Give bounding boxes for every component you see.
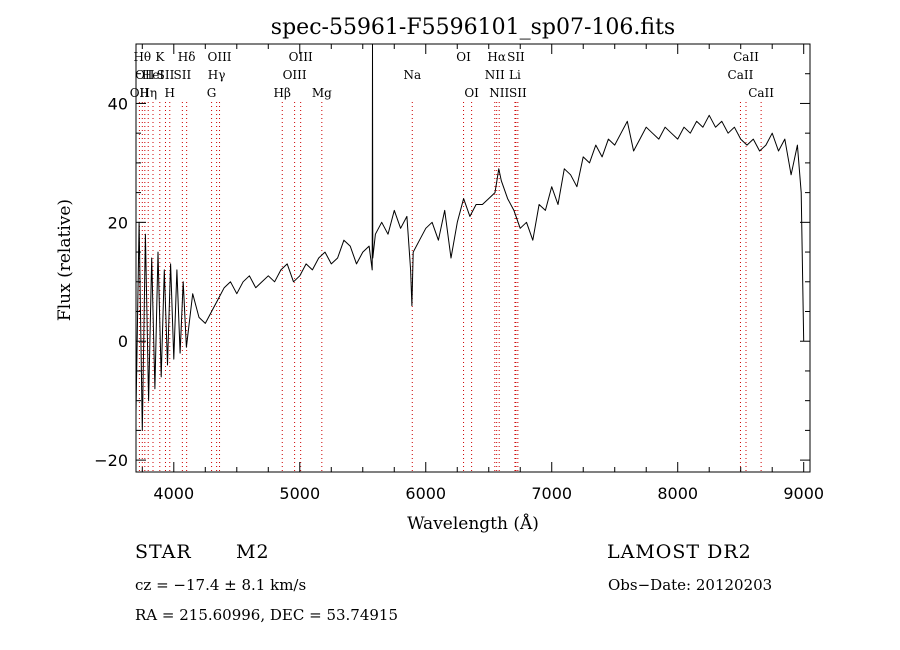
object-subclass: M2 (236, 541, 270, 563)
line-marker-label: CaII (748, 86, 774, 100)
line-marker-label: Hδ (178, 50, 196, 64)
line-marker-label: K (155, 50, 165, 64)
line-marker-label: HeI (142, 68, 165, 82)
line-marker-label: SII (157, 68, 175, 82)
axis-ticks: 4000 5000 6000 7000 8000 9000 −20 0 20 40 (94, 44, 824, 503)
line-marker-label: Hγ (208, 68, 226, 82)
line-marker-label: SII (507, 50, 525, 64)
line-marker-label: Hθ (133, 50, 151, 64)
x-tick-label: 9000 (783, 484, 824, 503)
plot-frame (135, 43, 811, 473)
x-tick-label: 8000 (657, 484, 698, 503)
redshift-text: cz = −17.4 ± 8.1 km/s (135, 576, 307, 594)
line-marker-label: G (207, 86, 217, 100)
line-marker-label: OIII (207, 50, 231, 64)
series-layer (135, 43, 805, 431)
line-marker-label: Na (403, 68, 421, 82)
line-marker-label: SII (174, 68, 192, 82)
spectrum-line-0 (135, 43, 805, 431)
line-marker-label: H (165, 86, 175, 100)
y-tick-label: −20 (94, 451, 128, 470)
survey-name: LAMOST DR2 (607, 541, 752, 563)
x-tick-label: 5000 (279, 484, 320, 503)
line-marker-label: CaII (728, 68, 754, 82)
line-marker-label: Hη (139, 86, 157, 100)
line-marker-label: OIII (289, 50, 313, 64)
x-tick-label: 7000 (531, 484, 572, 503)
line-marker-label: Hβ (274, 86, 291, 100)
line-markers: OIIHθOIIHηHeIKSIIHSIIHδGHγOIIIHβOIIIOIII… (130, 50, 774, 472)
line-marker-label: OIII (283, 68, 307, 82)
line-marker-label: Li (509, 68, 521, 82)
y-tick-label: 20 (108, 213, 128, 232)
line-marker-label: OI (464, 86, 479, 100)
line-marker-label: CaII (733, 50, 759, 64)
line-marker-label: NII (485, 68, 505, 82)
y-axis-label: Flux (relative) (55, 199, 75, 321)
x-tick-label: 4000 (153, 484, 194, 503)
coordinates-text: RA = 215.60996, DEC = 53.74915 (135, 606, 399, 624)
line-marker-label: OII (135, 68, 155, 82)
x-axis-label: Wavelength (Å) (407, 513, 539, 534)
x-tick-label: 6000 (405, 484, 446, 503)
line-marker-label: OII (130, 86, 150, 100)
y-tick-label: 40 (108, 94, 128, 113)
object-class: STAR (135, 541, 192, 563)
chart-title: spec-55961-F5596101_sp07-106.fits (271, 15, 675, 40)
line-marker-label: Hα (487, 50, 506, 64)
obs-date-text: Obs−Date: 20120203 (608, 576, 773, 594)
line-marker-label: NII (489, 86, 509, 100)
line-marker-label: Mg (312, 86, 332, 100)
y-tick-label: 0 (118, 332, 128, 351)
line-marker-label: SII (509, 86, 527, 100)
line-marker-label: OI (456, 50, 471, 64)
